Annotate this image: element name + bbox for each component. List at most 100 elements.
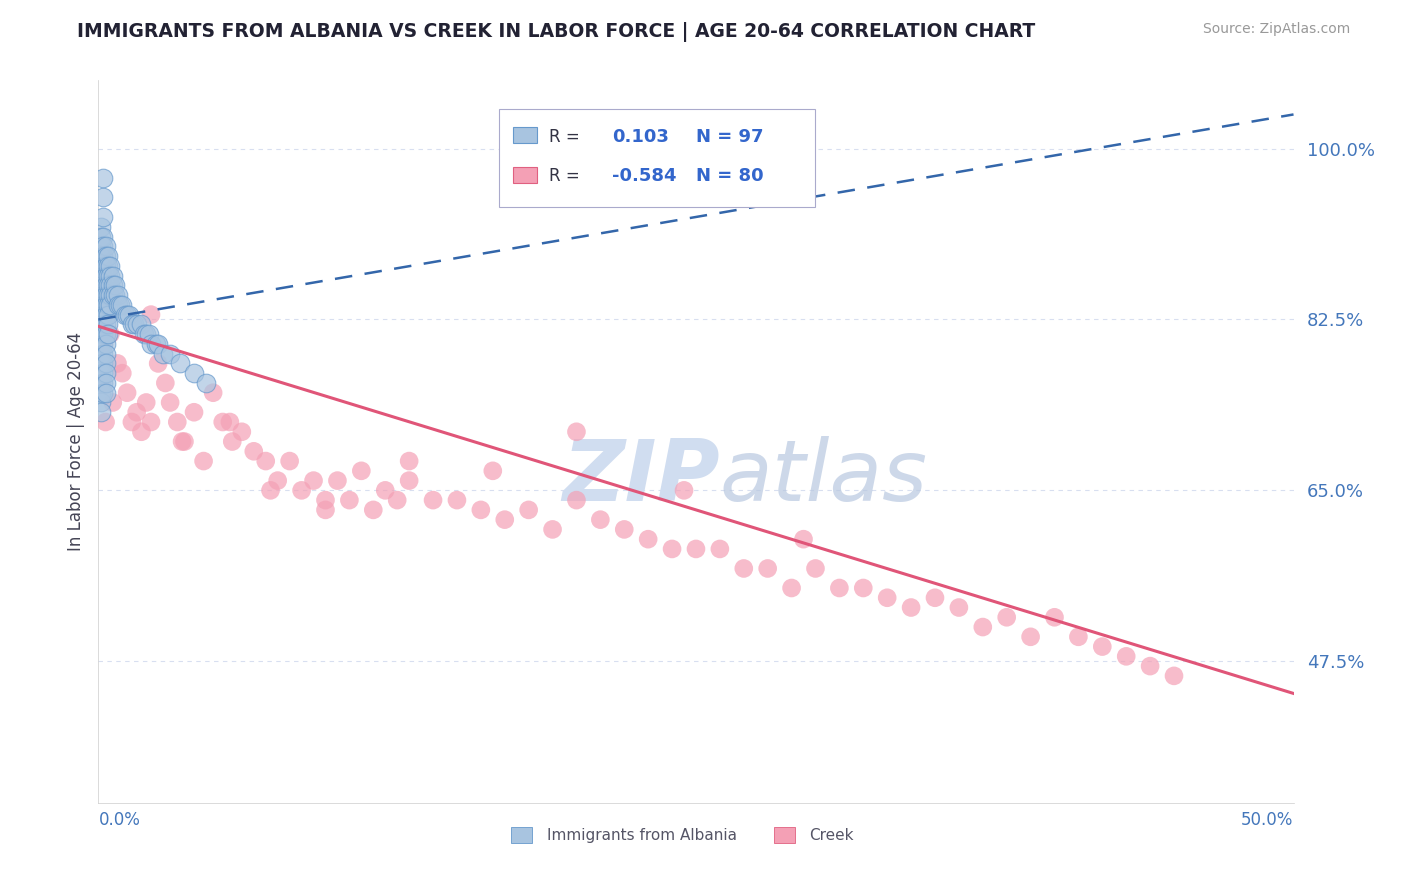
Point <box>145 337 167 351</box>
Point <box>124 318 146 332</box>
Point <box>90 376 112 390</box>
Point <box>91 376 114 390</box>
Point <box>97 308 120 322</box>
Point <box>91 337 114 351</box>
Point <box>339 493 361 508</box>
Point <box>541 523 564 537</box>
Point <box>121 318 143 332</box>
Text: R =: R = <box>548 168 579 186</box>
Point <box>94 385 117 400</box>
Point <box>202 385 225 400</box>
Point <box>90 318 112 332</box>
Point <box>94 288 117 302</box>
Point <box>565 493 588 508</box>
Point <box>94 278 117 293</box>
Point <box>90 298 112 312</box>
Point <box>91 308 114 322</box>
Point <box>267 474 290 488</box>
Point <box>326 474 349 488</box>
Point <box>97 259 120 273</box>
Point <box>91 268 114 283</box>
Point <box>91 229 114 244</box>
Point <box>637 532 659 546</box>
Point <box>565 425 588 439</box>
Point <box>589 513 612 527</box>
Point <box>876 591 898 605</box>
Point <box>90 239 112 253</box>
Point <box>315 503 337 517</box>
Point <box>135 395 157 409</box>
Point <box>172 434 194 449</box>
Point <box>398 454 420 468</box>
Point <box>90 376 112 390</box>
Point <box>91 337 114 351</box>
FancyBboxPatch shape <box>513 167 537 183</box>
Point <box>363 503 385 517</box>
Point <box>90 259 112 273</box>
Point <box>804 561 827 575</box>
Point <box>733 561 755 575</box>
Point <box>90 385 112 400</box>
FancyBboxPatch shape <box>773 827 796 843</box>
FancyBboxPatch shape <box>499 109 815 207</box>
Point <box>94 268 117 283</box>
Point <box>446 493 468 508</box>
Point <box>155 376 177 390</box>
Point <box>131 425 153 439</box>
Point <box>1163 669 1185 683</box>
Point <box>91 278 114 293</box>
Point <box>118 308 141 322</box>
Point <box>852 581 875 595</box>
Text: Creek: Creek <box>810 828 853 843</box>
Point <box>139 337 162 351</box>
Point <box>138 327 160 342</box>
Point <box>793 532 815 546</box>
Point <box>90 356 112 370</box>
Point <box>828 581 851 595</box>
Point <box>91 170 114 185</box>
Point <box>90 278 112 293</box>
Text: 0.0%: 0.0% <box>98 811 141 829</box>
Point <box>94 259 117 273</box>
Point <box>315 493 337 508</box>
Point <box>94 337 117 351</box>
Point <box>115 308 138 322</box>
Point <box>90 405 112 419</box>
Point <box>374 483 396 498</box>
Point <box>107 298 129 312</box>
Point <box>193 454 215 468</box>
Point <box>494 513 516 527</box>
Point <box>125 318 148 332</box>
Point <box>97 288 120 302</box>
Point <box>101 288 124 302</box>
Point <box>131 318 153 332</box>
Point <box>91 385 114 400</box>
Point <box>1139 659 1161 673</box>
Point <box>254 454 277 468</box>
Text: R =: R = <box>548 128 579 145</box>
Point <box>97 318 120 332</box>
Point <box>183 366 205 380</box>
Point <box>948 600 970 615</box>
Point <box>125 405 148 419</box>
Point <box>995 610 1018 624</box>
Point <box>111 298 134 312</box>
Point <box>91 259 114 273</box>
Text: atlas: atlas <box>720 436 928 519</box>
Point <box>91 346 114 360</box>
Point <box>278 454 301 468</box>
Point <box>98 268 122 283</box>
Point <box>94 327 117 342</box>
Point <box>94 239 117 253</box>
Point <box>97 278 120 293</box>
Point <box>159 395 181 409</box>
Text: Immigrants from Albania: Immigrants from Albania <box>547 828 737 843</box>
Point <box>104 288 127 302</box>
Point <box>94 356 117 370</box>
Point <box>98 278 122 293</box>
Point <box>107 288 129 302</box>
Point <box>139 415 162 429</box>
Point <box>91 190 114 204</box>
Point <box>243 444 266 458</box>
Point <box>97 268 120 283</box>
